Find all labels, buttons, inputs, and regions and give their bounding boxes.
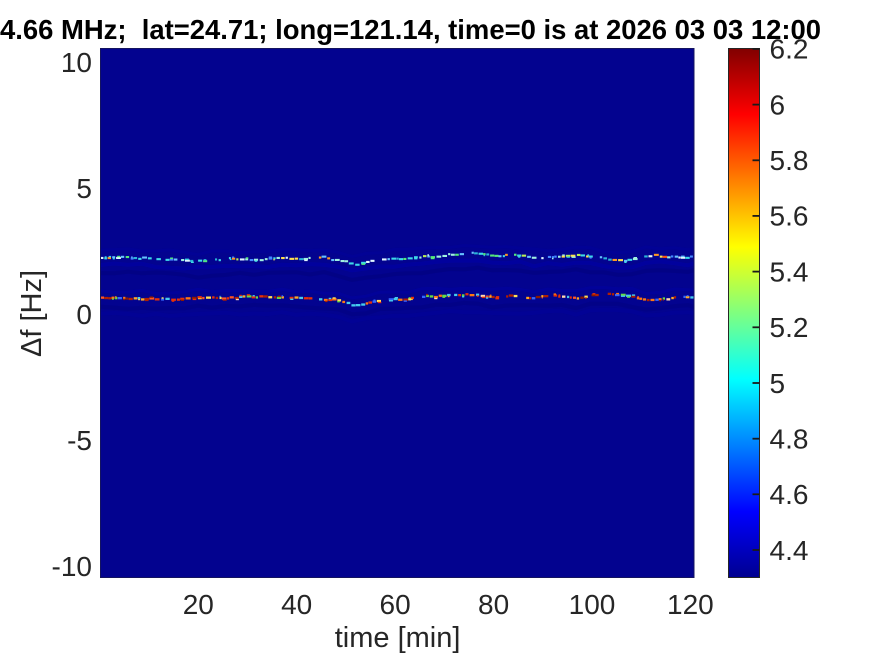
svg-text:0: 0 (76, 299, 92, 330)
svg-text:time [min]: time [min] (335, 622, 461, 654)
svg-text:5: 5 (770, 368, 786, 399)
svg-text:80: 80 (478, 589, 509, 620)
svg-text:5.2: 5.2 (770, 312, 809, 343)
svg-text:4.66 MHz; lat=24.71; long=121: 4.66 MHz; lat=24.71; long=121.14, time=0… (0, 14, 821, 45)
svg-text:40: 40 (281, 589, 312, 620)
svg-text:6: 6 (770, 89, 786, 120)
svg-text:5: 5 (76, 173, 92, 204)
svg-text:60: 60 (380, 589, 411, 620)
svg-text:100: 100 (569, 589, 616, 620)
svg-text:4.4: 4.4 (770, 535, 809, 566)
svg-text:5.4: 5.4 (770, 256, 809, 287)
svg-text:4.6: 4.6 (770, 479, 809, 510)
svg-text:4.8: 4.8 (770, 424, 809, 455)
svg-text:6.2: 6.2 (770, 34, 809, 65)
svg-text:20: 20 (183, 589, 214, 620)
svg-text:-5: -5 (67, 425, 92, 456)
svg-text:5.6: 5.6 (770, 201, 809, 232)
svg-text:-10: -10 (52, 551, 92, 582)
svg-text:5.8: 5.8 (770, 145, 809, 176)
svg-text:10: 10 (61, 47, 92, 78)
svg-text:Δf [Hz]: Δf [Hz] (16, 270, 48, 357)
svg-text:120: 120 (667, 589, 714, 620)
